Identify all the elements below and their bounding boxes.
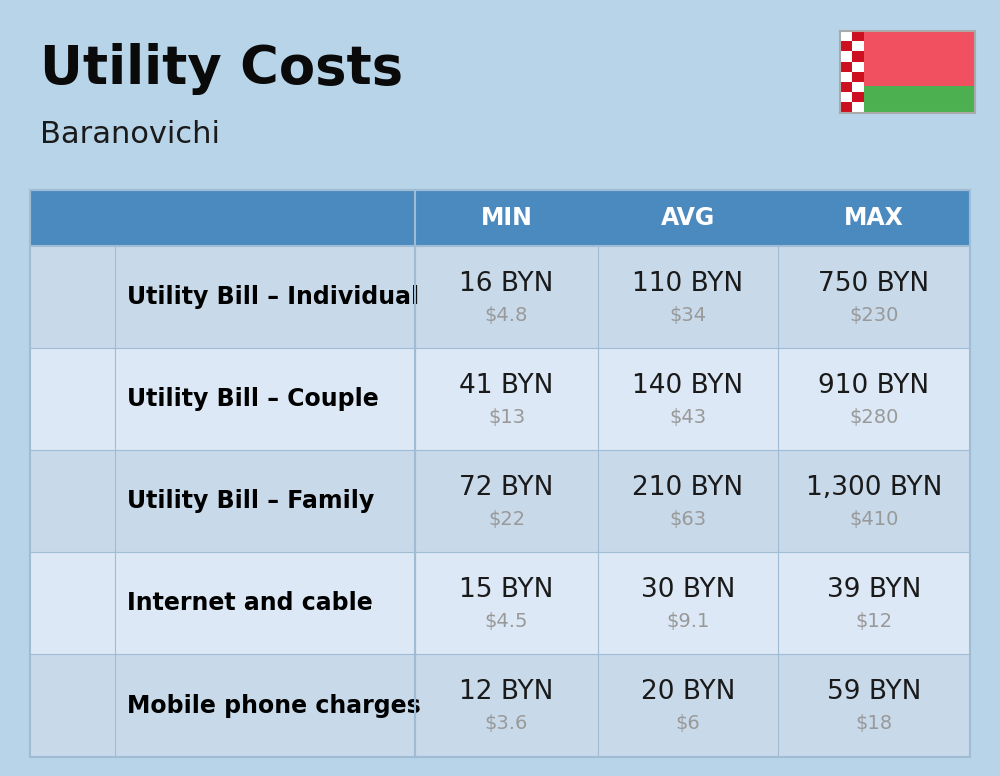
Text: 72 BYN: 72 BYN	[459, 475, 554, 501]
Text: $9.1: $9.1	[666, 612, 710, 632]
Bar	[840, 72, 852, 82]
Bar	[852, 31, 864, 41]
Bar	[852, 72, 864, 82]
Text: Mobile phone charges: Mobile phone charges	[127, 694, 421, 718]
Bar	[840, 31, 975, 113]
Text: MIN: MIN	[481, 206, 532, 230]
Bar	[30, 190, 970, 246]
Bar	[864, 86, 975, 113]
Text: 20 BYN: 20 BYN	[641, 679, 735, 705]
Bar	[30, 348, 970, 450]
Bar	[30, 246, 970, 348]
Bar	[30, 654, 970, 757]
Text: $13: $13	[488, 408, 525, 427]
Text: 210 BYN: 210 BYN	[632, 475, 744, 501]
Text: $3.6: $3.6	[485, 715, 528, 733]
Text: $4.5: $4.5	[485, 612, 528, 632]
Text: 1,300 BYN: 1,300 BYN	[806, 475, 942, 501]
Text: $12: $12	[855, 612, 893, 632]
Text: 110 BYN: 110 BYN	[632, 271, 744, 296]
Text: Utility Costs: Utility Costs	[40, 43, 403, 95]
Bar	[30, 450, 970, 553]
Text: 140 BYN: 140 BYN	[632, 373, 744, 399]
Bar	[852, 82, 864, 92]
Text: $63: $63	[669, 510, 707, 529]
Text: $230: $230	[849, 306, 899, 325]
Text: 41 BYN: 41 BYN	[459, 373, 554, 399]
Text: $4.8: $4.8	[485, 306, 528, 325]
Text: $34: $34	[669, 306, 707, 325]
Bar	[852, 92, 864, 102]
Text: Utility Bill – Individual: Utility Bill – Individual	[127, 285, 419, 309]
Bar	[30, 190, 970, 757]
Text: Internet and cable: Internet and cable	[127, 591, 373, 615]
Text: $22: $22	[488, 510, 525, 529]
Bar	[840, 31, 852, 41]
Bar	[864, 31, 975, 86]
Text: $18: $18	[855, 715, 893, 733]
Text: 12 BYN: 12 BYN	[459, 679, 554, 705]
Text: 59 BYN: 59 BYN	[827, 679, 921, 705]
Text: 39 BYN: 39 BYN	[827, 577, 921, 603]
Bar	[840, 51, 852, 61]
Bar	[840, 82, 852, 92]
Text: MAX: MAX	[844, 206, 904, 230]
Text: 16 BYN: 16 BYN	[459, 271, 554, 296]
Text: $410: $410	[849, 510, 899, 529]
Bar	[852, 61, 864, 72]
Text: AVG: AVG	[661, 206, 715, 230]
Bar	[840, 102, 852, 113]
Bar	[840, 41, 852, 51]
Text: 750 BYN: 750 BYN	[818, 271, 930, 296]
Text: 15 BYN: 15 BYN	[459, 577, 554, 603]
Bar	[840, 31, 975, 113]
Text: 30 BYN: 30 BYN	[641, 577, 735, 603]
Bar	[852, 41, 864, 51]
Bar	[852, 102, 864, 113]
Bar	[852, 51, 864, 61]
Text: $43: $43	[669, 408, 707, 427]
Text: $280: $280	[849, 408, 899, 427]
Bar	[840, 92, 852, 102]
Bar	[840, 61, 852, 72]
Text: Baranovichi: Baranovichi	[40, 120, 220, 149]
Text: Utility Bill – Family: Utility Bill – Family	[127, 490, 374, 513]
Bar	[30, 553, 970, 654]
Text: $6: $6	[676, 715, 700, 733]
Text: Utility Bill – Couple: Utility Bill – Couple	[127, 387, 379, 411]
Text: 910 BYN: 910 BYN	[818, 373, 930, 399]
